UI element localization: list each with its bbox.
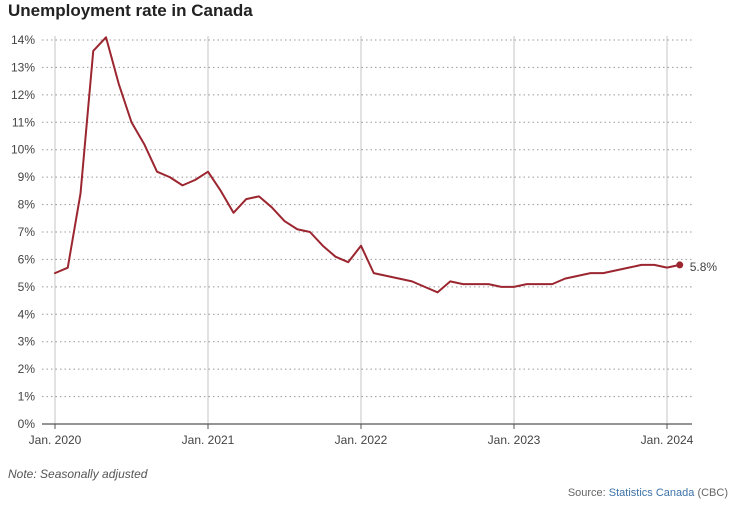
end-value-label: 5.8% xyxy=(690,260,718,274)
y-tick-label: 10% xyxy=(11,143,35,157)
source-prefix: Source: xyxy=(567,487,609,499)
x-tick-label: Jan. 2023 xyxy=(488,433,541,447)
y-tick-label: 6% xyxy=(18,252,36,266)
axes: 0% 1% 2% 3% 4% 5% 6% 7% 8% 9% 10% 11% 12% 13% 14% Jan. … xyxy=(11,33,694,447)
x-tick-label: Jan. 2020 xyxy=(29,433,82,447)
x-tick-label: Jan. 2022 xyxy=(335,433,388,447)
source-suffix: (CBC) xyxy=(694,487,728,499)
series-line xyxy=(54,36,681,294)
x-tick-label: Jan. 2021 xyxy=(182,433,235,447)
gridlines xyxy=(42,36,692,424)
y-tick-label: 9% xyxy=(18,170,36,184)
line-chart: 0% 1% 2% 3% 4% 5% 6% 7% 8% 9% 10% 11% 12% 13% 14% Jan. … xyxy=(11,33,718,447)
y-tick-label: 3% xyxy=(18,335,36,349)
end-point-marker xyxy=(676,261,684,269)
y-tick-label: 12% xyxy=(11,88,35,102)
y-tick-label: 2% xyxy=(18,362,36,376)
y-tick-label: 14% xyxy=(11,33,35,47)
source-link[interactable]: Statistics Canada xyxy=(608,487,695,499)
y-tick-label: 0% xyxy=(18,417,36,431)
y-tick-label: 8% xyxy=(18,198,36,212)
chart-title: Unemployment rate in Canada xyxy=(8,1,253,20)
y-tick-label: 11% xyxy=(12,115,35,129)
y-tick-label: 1% xyxy=(18,390,36,404)
x-tick-label: Jan. 2024 xyxy=(641,433,694,447)
y-tick-label: 7% xyxy=(18,225,36,239)
y-tick-label: 13% xyxy=(11,60,35,74)
series: 5.8% xyxy=(54,36,718,294)
source-line: Source: Statistics Canada (CBC) xyxy=(568,487,728,499)
y-tick-label: 5% xyxy=(18,280,36,294)
y-tick-label: 4% xyxy=(18,307,36,321)
chart-note: Note: Seasonally adjusted xyxy=(8,467,148,481)
